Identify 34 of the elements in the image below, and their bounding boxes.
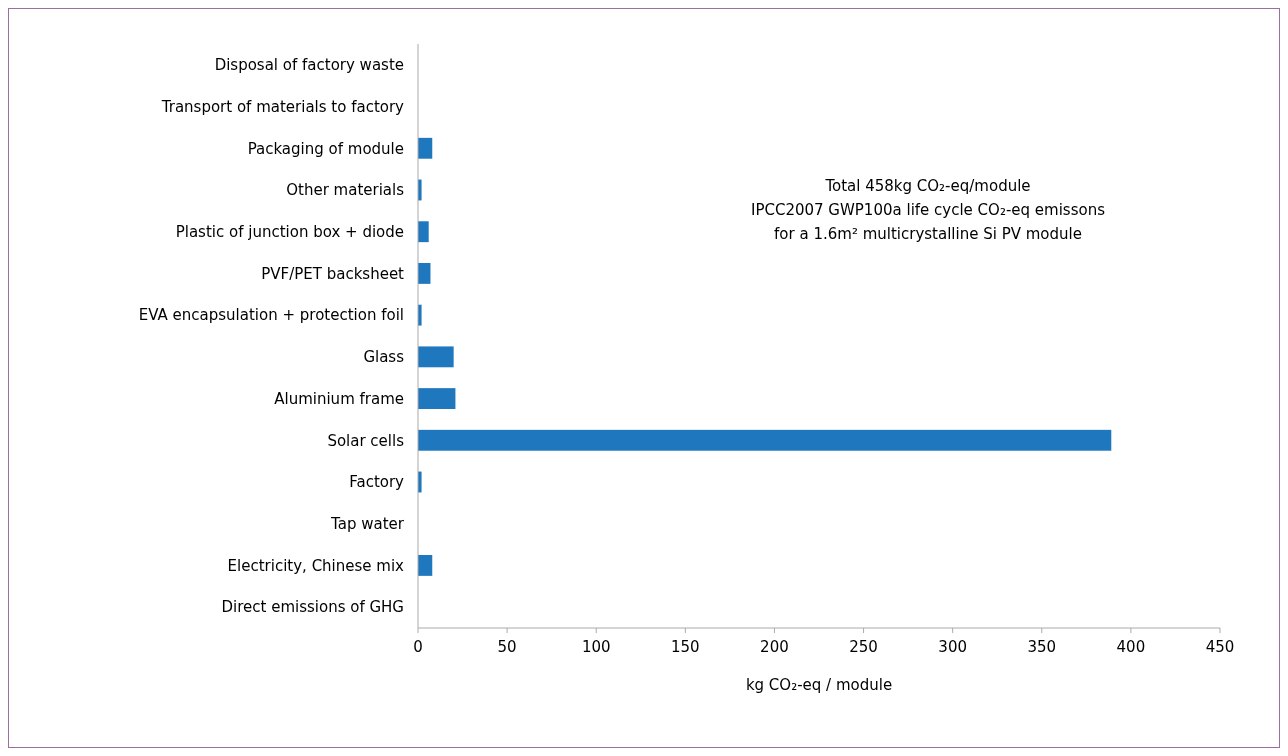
bar [418, 555, 433, 576]
annotation: IPCC2007 GWP100a life cycle CO₂-eq emissons [751, 201, 1106, 219]
bar [418, 388, 456, 409]
y-tick-label: Factory [349, 473, 405, 492]
bar [418, 221, 429, 243]
y-tick-label: EVA encapsulation + protection foil [138, 306, 404, 325]
x-tick-label: 150 [671, 638, 700, 656]
y-tick-label: Solar cells [327, 431, 405, 450]
bar [418, 137, 433, 159]
y-tick-label: Transport of materials to factory [160, 97, 405, 116]
x-tick-label: 350 [1027, 638, 1057, 656]
annotation: for a 1.6m² multicrystalline Si PV module [774, 225, 1082, 243]
bar [418, 429, 1112, 451]
bar [418, 346, 454, 368]
y-tick-label: Plastic of junction box + diode [175, 222, 404, 241]
y-tick-label: PVF/PET backsheet [261, 264, 405, 283]
x-tick-label: 50 [497, 638, 517, 656]
x-tick-label: 250 [849, 638, 878, 656]
x-tick-label: 400 [1116, 638, 1146, 656]
y-tick-label: Direct emissions of GHG [221, 598, 404, 617]
y-tick-label: Glass [363, 348, 405, 367]
y-tick-label: Electricity, Chinese mix [227, 556, 405, 575]
x-tick-label: 450 [1205, 638, 1235, 656]
y-tick-label: Other materials [286, 181, 405, 200]
x-tick-label: 100 [581, 638, 611, 656]
y-tick-label: Aluminium frame [274, 389, 404, 408]
y-tick-label: Disposal of factory waste [214, 56, 404, 75]
y-tick-label: Packaging of module [247, 139, 404, 158]
x-tick-label: 200 [760, 638, 789, 656]
x-tick-label: 0 [413, 638, 423, 656]
annotation: Total 458kg CO₂-eq/module [824, 177, 1031, 195]
x-axis-title: kg CO₂-eq / module [745, 676, 893, 694]
y-tick-label: Tap water [330, 514, 405, 533]
x-tick-label: 300 [938, 638, 967, 656]
